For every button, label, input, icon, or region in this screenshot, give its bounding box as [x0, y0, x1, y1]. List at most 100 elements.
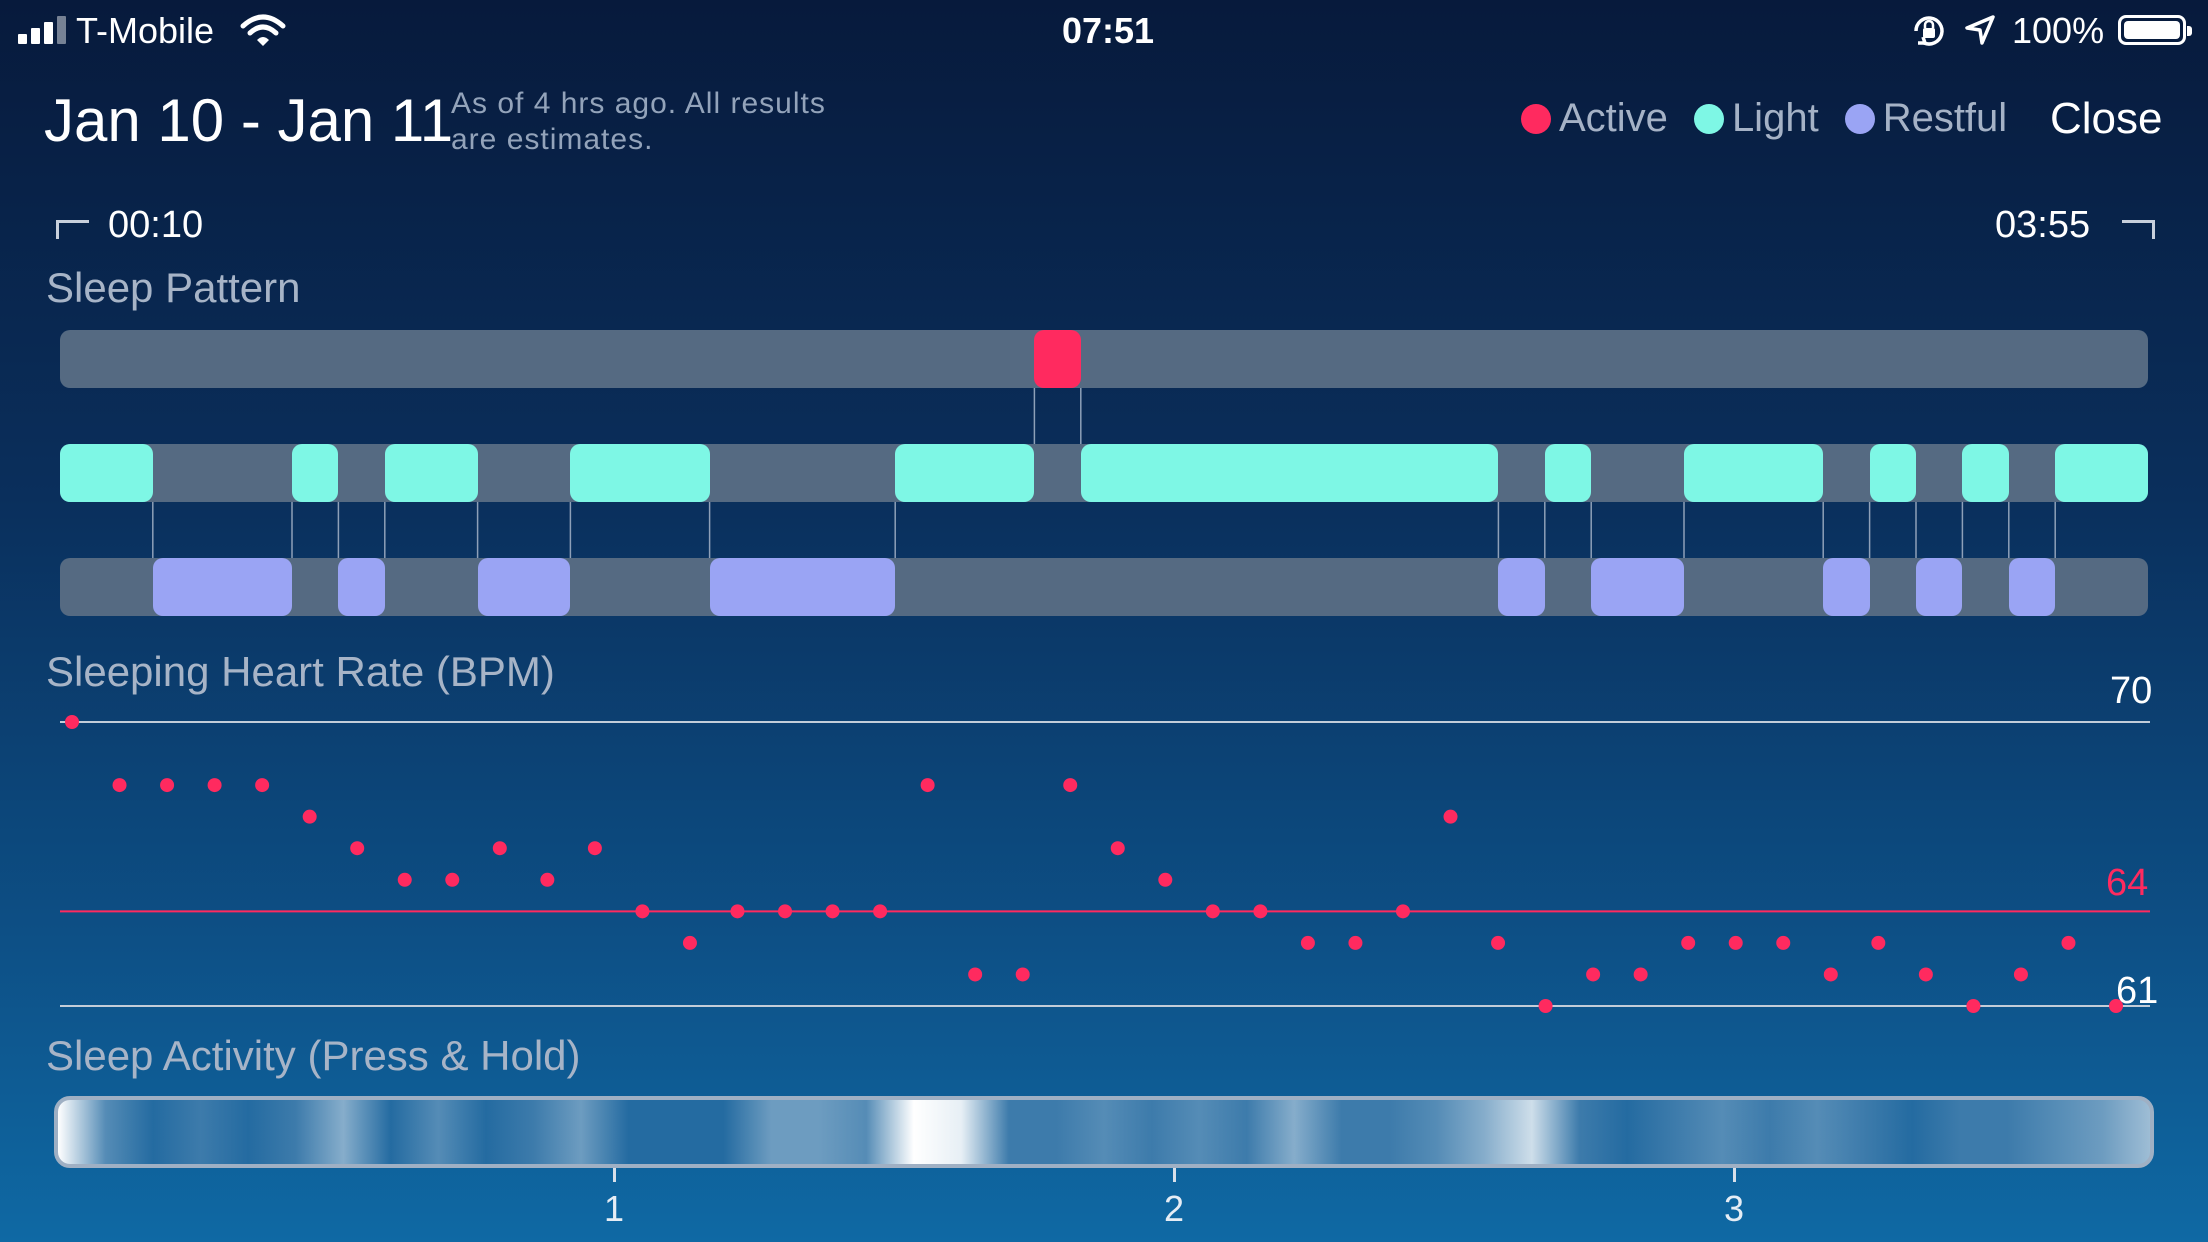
sleep-activity-tick-label: 1	[603, 1188, 625, 1229]
estimate-note-line1: As of 4 hrs ago. All results	[451, 87, 826, 120]
legend-restful: Restful	[1844, 96, 2008, 141]
sleep-pattern-restful-segment	[1591, 558, 1684, 616]
heart-rate-point	[1205, 904, 1220, 919]
heart-rate-point	[825, 904, 840, 919]
heart-rate-point	[1871, 935, 1886, 950]
date-range-title: Jan 10 - Jan 11	[44, 87, 454, 154]
estimate-note: As of 4 hrs ago. All results are estimat…	[451, 86, 826, 158]
heart-rate-point	[1728, 935, 1743, 950]
heart-rate-point	[1538, 999, 1553, 1013]
heart-rate-max-label: 70	[2110, 670, 2153, 712]
sleep-pattern-restful-segment	[338, 558, 385, 616]
heart-rate-point	[65, 715, 79, 729]
heart-rate-point	[1776, 935, 1791, 950]
heart-rate-point	[873, 904, 888, 919]
legend-restful-dot	[1844, 103, 1875, 134]
range-end-time: 03:55	[1995, 204, 2091, 246]
sleep-pattern-light-segment	[1962, 444, 2009, 502]
heart-rate-point	[540, 872, 555, 887]
legend-light: Light	[1693, 96, 1819, 141]
heart-rate-title: Sleeping Heart Rate (BPM)	[46, 648, 555, 695]
heart-rate-point	[1586, 967, 1601, 982]
sleep-activity-bar[interactable]	[54, 1096, 2154, 1168]
sleep-pattern-connectors	[152, 359, 2056, 587]
heart-rate-point	[2013, 967, 2028, 982]
heart-rate-point	[587, 841, 602, 856]
sleep-pattern-light-track	[60, 444, 2148, 502]
carrier-label: T-Mobile	[76, 10, 215, 51]
heart-rate-point	[730, 904, 745, 919]
heart-rate-point	[302, 809, 317, 824]
clock: 07:51	[1062, 10, 1155, 51]
sleep-pattern-restful-segment	[709, 558, 896, 616]
heart-rate-point	[778, 904, 793, 919]
sleep-pattern-restful-segment	[2008, 558, 2056, 616]
heart-rate-point	[1966, 999, 1981, 1013]
estimate-note-line2: are estimates.	[451, 123, 654, 156]
heart-rate-point	[682, 935, 697, 950]
heart-rate-point	[1491, 935, 1506, 950]
close-button[interactable]: Close	[2050, 94, 2163, 143]
sleep-activity-tick	[1173, 1168, 1176, 1182]
heart-rate-point	[1633, 967, 1648, 982]
sleep-pattern-light-segment	[895, 444, 1035, 502]
sleep-pattern-restful-segment	[1823, 558, 1870, 616]
sleep-activity-axis: 1 2 3	[54, 1168, 2154, 1238]
sleep-pattern-restful-track	[60, 558, 2148, 616]
heart-rate-min-label: 61	[2116, 970, 2159, 1012]
legend-light-label: Light	[1731, 96, 1819, 140]
battery-icon	[2118, 15, 2192, 45]
legend: Active Light Restful	[1495, 96, 2007, 141]
sleep-activity-tick	[1733, 1168, 1736, 1182]
heart-rate-point	[1110, 841, 1125, 856]
heart-rate-point	[1300, 935, 1315, 950]
heart-rate-point	[350, 841, 365, 856]
orientation-lock-icon	[1914, 16, 1944, 46]
sleep-pattern-restful-segment	[1498, 558, 1545, 616]
heart-rate-point	[1918, 967, 1933, 982]
legend-restful-label: Restful	[1882, 96, 2008, 140]
range-start-time: 00:10	[108, 204, 204, 246]
heart-rate-point	[160, 778, 175, 793]
sleep-pattern-light-segment	[384, 444, 478, 502]
sleep-pattern-restful-segment	[1916, 558, 1963, 616]
sleep-pattern-light-segment	[1080, 444, 1499, 502]
sleep-pattern-light-segment	[2055, 444, 2148, 502]
heart-rate-point	[207, 778, 222, 793]
status-bar: T-Mobile 07:51 100%	[0, 0, 2208, 64]
sleep-pattern-title: Sleep Pattern	[46, 264, 301, 311]
sleep-pattern-restful-segment	[152, 558, 292, 616]
heart-rate-point	[1395, 904, 1410, 919]
signal-icon	[18, 16, 66, 44]
heart-rate-point	[1063, 778, 1078, 793]
heart-rate-point	[255, 778, 270, 793]
range-start-bracket-icon	[56, 220, 89, 239]
sleep-activity-tick-label: 3	[1723, 1188, 1745, 1229]
location-arrow-icon	[1965, 15, 1995, 45]
sleep-pattern-restful-segment	[477, 558, 571, 616]
heart-rate-point	[1443, 809, 1458, 824]
sleep-pattern-light-segment	[1684, 444, 1824, 502]
heart-rate-point	[968, 967, 983, 982]
heart-rate-point	[112, 778, 127, 793]
heart-rate-chart	[60, 715, 2150, 1013]
sleep-activity-tick-label: 2	[1163, 1188, 1185, 1229]
sleep-pattern-light-segment	[1869, 444, 1916, 502]
heart-rate-point	[1158, 872, 1173, 887]
heart-rate-point	[445, 872, 460, 887]
sleep-pattern-light-segment	[570, 444, 710, 502]
sleep-pattern-light-segment	[1544, 444, 1592, 502]
battery-percent: 100%	[2012, 10, 2105, 51]
sleep-pattern-active-segment	[1034, 330, 1081, 388]
legend-active: Active	[1521, 96, 1668, 141]
heart-rate-point	[1253, 904, 1268, 919]
heart-rate-avg-label: 64	[2106, 862, 2149, 904]
heart-rate-point	[1823, 967, 1838, 982]
heart-rate-point	[2109, 999, 2123, 1013]
sleep-pattern-active-track	[60, 330, 2148, 388]
heart-rate-point	[635, 904, 650, 919]
legend-active-label: Active	[1559, 96, 1668, 140]
heart-rate-point	[397, 872, 412, 887]
heart-rate-point	[1015, 967, 1030, 982]
heart-rate-point	[1348, 935, 1363, 950]
